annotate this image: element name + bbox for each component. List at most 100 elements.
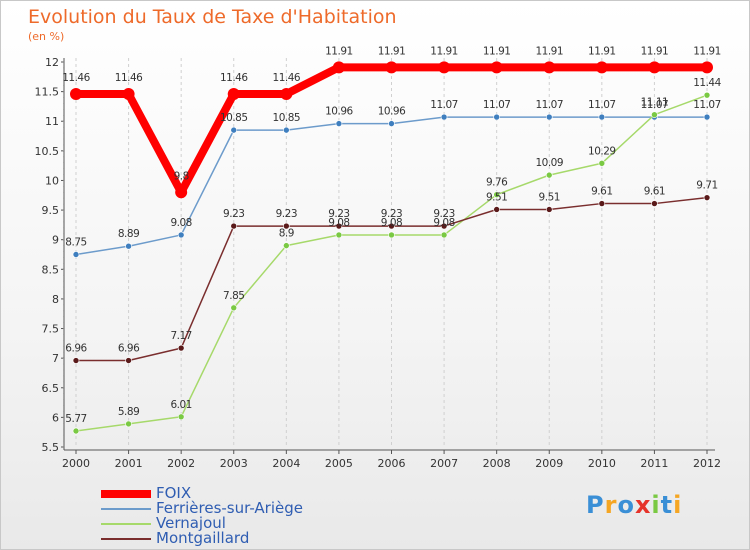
data-label: 6.01 (170, 399, 191, 411)
data-label: 7.17 (170, 330, 191, 342)
y-tick-label: 5.5 (42, 441, 60, 454)
data-point (703, 91, 711, 99)
y-tick-label: 10.5 (35, 145, 60, 158)
y-tick-label: 9 (52, 234, 59, 247)
data-point (388, 222, 395, 230)
data-label: 10.96 (378, 106, 406, 118)
data-label: 8.9 (279, 228, 294, 240)
data-label: 11.46 (220, 72, 248, 84)
data-point (230, 304, 238, 312)
data-point (125, 357, 132, 364)
data-label: 9.61 (644, 186, 665, 198)
data-label: 9.23 (276, 208, 297, 220)
data-point (703, 113, 711, 121)
x-tick-label: 2001 (115, 457, 143, 470)
y-tick-label: 8 (52, 293, 59, 306)
data-label: 5.89 (118, 406, 139, 418)
data-label: 9.61 (591, 186, 612, 198)
x-tick-label: 2000 (62, 457, 90, 470)
x-tick-label: 2006 (378, 457, 406, 470)
data-label: 5.77 (65, 413, 86, 425)
data-point (280, 87, 293, 100)
data-point (440, 231, 448, 239)
legend-label: Ferrières-sur-Ariège (156, 499, 303, 517)
x-tick-label: 2009 (535, 457, 563, 470)
data-label: 11.91 (588, 45, 616, 57)
data-point (493, 206, 500, 213)
data-label: 9.23 (223, 208, 244, 220)
x-tick-label: 2004 (272, 457, 300, 470)
legend-swatch (101, 523, 151, 525)
x-tick-label: 2011 (640, 457, 668, 470)
data-point (440, 222, 448, 230)
data-point (438, 61, 451, 74)
data-point (335, 222, 343, 230)
data-point (545, 113, 553, 121)
legend-label: FOIX (156, 484, 192, 502)
data-label: 9.08 (170, 217, 191, 229)
legend-swatch (101, 508, 151, 510)
data-point (595, 61, 608, 74)
data-label: 11.91 (535, 45, 563, 57)
data-point (177, 413, 185, 421)
data-label: 9.23 (328, 208, 349, 220)
logo-letter: r (604, 491, 618, 519)
data-point (72, 427, 80, 435)
y-tick-label: 9.5 (42, 204, 60, 217)
data-label: 11.91 (378, 45, 406, 57)
data-point (283, 126, 290, 134)
data-point (177, 344, 185, 352)
data-point (598, 159, 606, 167)
data-point (388, 120, 395, 127)
data-label: 9.76 (486, 177, 508, 189)
data-label: 11.11 (641, 97, 669, 109)
data-label: 9.51 (539, 191, 560, 203)
x-tick-label: 2010 (588, 457, 616, 470)
data-point (230, 126, 238, 134)
data-point (332, 61, 345, 74)
data-label: 9.23 (381, 208, 402, 220)
y-tick-label: 11 (45, 115, 59, 128)
data-label: 11.07 (641, 99, 669, 111)
x-tick-label: 2003 (220, 457, 248, 470)
data-point (125, 242, 132, 250)
data-label: 6.96 (118, 343, 140, 355)
data-label: 9.08 (381, 217, 402, 229)
data-point (227, 87, 240, 100)
logo-letter: o (617, 491, 635, 519)
x-tick-label: 2002 (167, 457, 195, 470)
data-label: 10.96 (325, 106, 353, 118)
data-point (651, 111, 658, 119)
chart-title: Evolution du Taux de Taxe d'Habitation (28, 6, 397, 28)
legend-swatch (101, 490, 151, 498)
data-point (545, 171, 553, 179)
data-point (72, 357, 80, 364)
data-point (388, 231, 395, 239)
y-tick-label: 7 (52, 352, 59, 365)
data-point (440, 113, 448, 121)
data-point (703, 194, 711, 201)
data-point (70, 87, 82, 100)
legend-label: Montgaillard (156, 529, 250, 547)
y-tick-label: 8.5 (42, 263, 60, 276)
data-label: 7.85 (223, 290, 244, 302)
x-tick-label: 2012 (693, 457, 721, 470)
data-point (283, 242, 290, 249)
data-label: 11.91 (693, 45, 721, 57)
data-label: 11.44 (693, 77, 721, 89)
data-point (598, 113, 606, 121)
data-point (283, 222, 290, 230)
data-label: 8.89 (118, 228, 139, 240)
data-label: 6.96 (65, 343, 87, 355)
logo-letter: P (586, 491, 605, 519)
data-label: 9.08 (328, 217, 349, 229)
data-label: 9.8 (174, 170, 189, 182)
data-label: 11.91 (430, 45, 458, 57)
data-label: 11.46 (273, 72, 301, 84)
data-label: 10.85 (220, 112, 248, 124)
data-label: 11.46 (62, 72, 90, 84)
data-point (122, 87, 135, 100)
data-point (545, 206, 553, 213)
data-point (543, 61, 556, 74)
